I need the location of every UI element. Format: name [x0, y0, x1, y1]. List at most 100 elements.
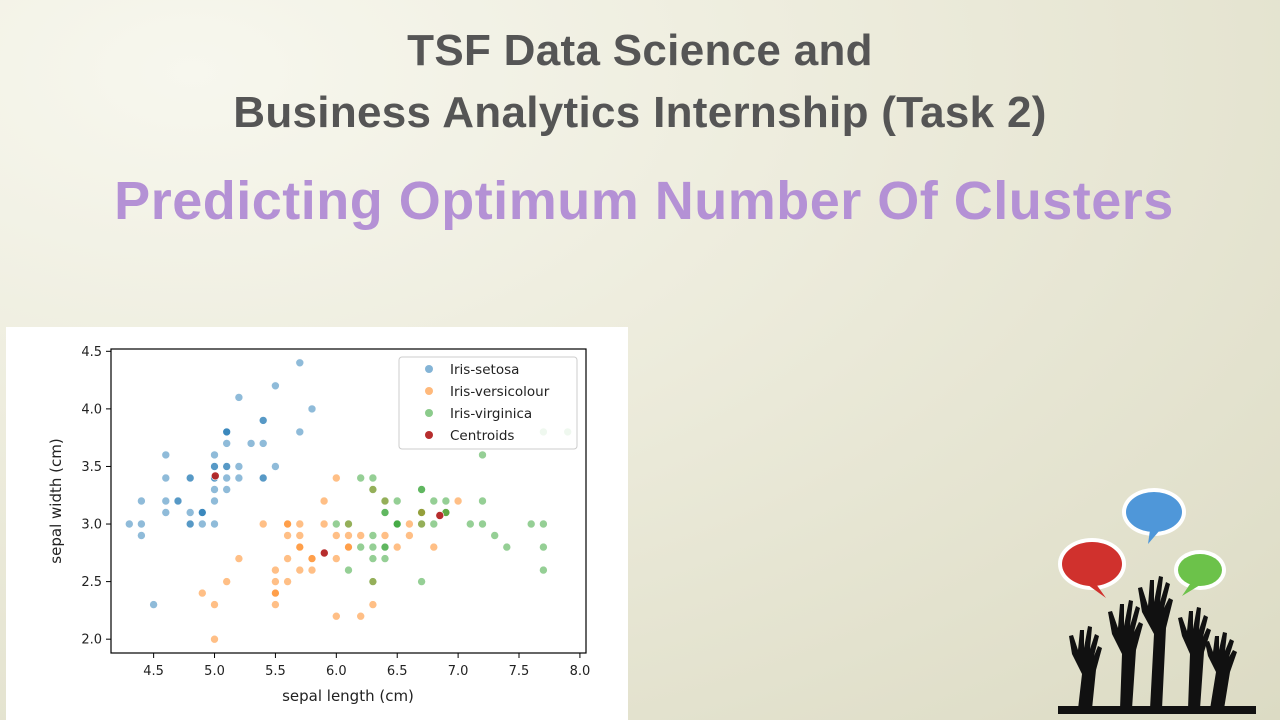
point-iris-virginica-10	[429, 519, 439, 529]
point-iris-virginica-27	[368, 542, 378, 552]
ticks-layer: 4.5 5.0 5.5 6.0 6.5 7.0 7.5 8.0 2.0 2.5 3.0 3.5 4.0 4…	[81, 345, 590, 679]
title-line-1: TSF Data Science and	[407, 26, 873, 75]
speech-bubble-green-icon	[1174, 550, 1226, 596]
point-iris-virginica-5	[490, 531, 500, 540]
point-iris-virginica-9	[380, 554, 390, 563]
x-tick-label-7: 8.0	[570, 664, 591, 679]
legend-marker-iris-virginica	[425, 409, 433, 417]
point-iris-virginica-7	[478, 450, 487, 460]
x-tick-label-6: 7.5	[509, 664, 530, 679]
point-iris-versicolour-0	[453, 496, 463, 506]
x-axis-label: sepal length (cm)	[282, 687, 414, 705]
point-iris-virginica-21	[344, 519, 353, 529]
point-iris-versicolour-25	[429, 542, 439, 552]
point-iris-virginica-26	[380, 542, 390, 552]
point-iris-setosa-17	[222, 462, 231, 471]
x-tick-label-4: 6.5	[387, 664, 408, 679]
point-centroids-2	[435, 511, 445, 520]
point-iris-versicolour-34	[331, 473, 341, 483]
point-iris-versicolour-46	[356, 531, 366, 540]
point-iris-virginica-0	[368, 485, 378, 494]
point-iris-setosa-32	[234, 393, 244, 402]
point-iris-versicolour-33	[258, 519, 268, 529]
point-iris-virginica-14	[539, 565, 548, 575]
point-iris-virginica-23	[478, 519, 487, 529]
scatter-plot: 4.5 5.0 5.5 6.0 6.5 7.0 7.5 8.0 2.0 2.5 3.0 3.5 4.0 4…	[47, 345, 590, 705]
x-tick-label-5: 7.0	[448, 664, 469, 679]
scatter-plot-panel: 4.5 5.0 5.5 6.0 6.5 7.0 7.5 8.0 2.0 2.5 3.0 3.5 4.0 4…	[6, 327, 628, 720]
point-iris-setosa-45	[185, 519, 195, 529]
point-iris-virginica-1	[465, 519, 475, 529]
point-iris-setosa-29	[173, 496, 183, 506]
point-iris-versicolour-23	[380, 531, 390, 540]
point-iris-virginica-36	[429, 496, 439, 506]
point-iris-virginica-39	[368, 577, 378, 586]
point-iris-virginica-40	[392, 519, 402, 529]
point-iris-setosa-10	[258, 439, 268, 448]
point-iris-versicolour-47	[222, 577, 231, 586]
point-iris-setosa-4	[210, 450, 219, 460]
y-tick-label-4: 4.0	[81, 402, 102, 417]
point-iris-setosa-41	[149, 600, 158, 609]
point-iris-versicolour-41	[307, 565, 317, 575]
point-iris-versicolour-39	[271, 565, 280, 575]
point-iris-virginica-20	[356, 542, 366, 552]
point-iris-setosa-36	[271, 462, 280, 471]
point-iris-versicolour-42	[210, 600, 219, 609]
point-iris-versicolour-22	[344, 542, 353, 552]
point-iris-setosa-15	[295, 358, 305, 368]
point-iris-virginica-8	[392, 496, 402, 506]
point-iris-virginica-4	[526, 519, 536, 529]
speech-bubble-blue-icon	[1122, 488, 1186, 544]
point-iris-versicolour-37	[283, 519, 292, 529]
point-iris-setosa-43	[210, 462, 219, 471]
point-iris-virginica-41	[356, 473, 366, 483]
point-iris-setosa-23	[222, 485, 231, 494]
point-iris-setosa-13	[125, 519, 134, 529]
point-iris-versicolour-8	[234, 554, 244, 563]
y-tick-label-3: 3.5	[81, 460, 102, 475]
point-iris-setosa-30	[185, 508, 195, 517]
point-iris-virginica-42	[380, 508, 390, 517]
point-centroids-0	[211, 471, 220, 481]
point-centroids-1	[319, 548, 329, 558]
point-iris-setosa-33	[271, 381, 280, 391]
point-iris-versicolour-2	[271, 600, 280, 609]
point-iris-versicolour-43	[283, 554, 292, 563]
legend-label-iris-virginica: Iris-virginica	[450, 406, 532, 422]
raised-hands-speech-bubbles-icon	[1058, 488, 1256, 714]
point-iris-setosa-27	[234, 462, 244, 471]
point-iris-versicolour-28	[295, 565, 305, 575]
point-iris-setosa-46	[222, 427, 231, 437]
point-iris-versicolour-30	[271, 588, 280, 598]
point-iris-virginica-24	[502, 542, 512, 552]
point-iris-versicolour-24	[405, 519, 414, 529]
point-iris-setosa-24	[185, 473, 195, 483]
point-iris-setosa-8	[137, 531, 146, 540]
point-iris-setosa-14	[307, 404, 317, 414]
points-layer	[125, 358, 573, 644]
point-iris-versicolour-38	[271, 577, 280, 586]
plot-frame	[110, 348, 587, 654]
title-line-2: Business Analytics Internship (Task 2)	[233, 88, 1047, 137]
point-iris-virginica-11	[380, 496, 390, 506]
legend-marker-iris-versicolour	[425, 387, 433, 395]
point-iris-virginica-37	[417, 485, 426, 494]
point-iris-versicolour-36	[368, 600, 378, 609]
point-iris-virginica-32	[331, 519, 341, 529]
point-iris-versicolour-48	[295, 542, 305, 552]
point-iris-versicolour-12	[344, 531, 353, 540]
point-iris-setosa-16	[258, 416, 268, 425]
point-iris-versicolour-6	[198, 588, 207, 598]
point-iris-virginica-30	[368, 473, 378, 483]
point-iris-virginica-29	[539, 519, 548, 529]
point-iris-versicolour-13	[283, 531, 292, 540]
point-iris-setosa-47	[161, 496, 171, 506]
raised-hands-silhouettes	[1058, 576, 1256, 714]
point-iris-virginica-28	[344, 565, 353, 575]
point-iris-setosa-28	[234, 473, 244, 483]
point-iris-virginica-16	[539, 542, 548, 552]
y-tick-label-2: 3.0	[81, 518, 102, 533]
point-iris-versicolour-31	[307, 554, 317, 563]
point-iris-virginica-38	[417, 519, 426, 529]
